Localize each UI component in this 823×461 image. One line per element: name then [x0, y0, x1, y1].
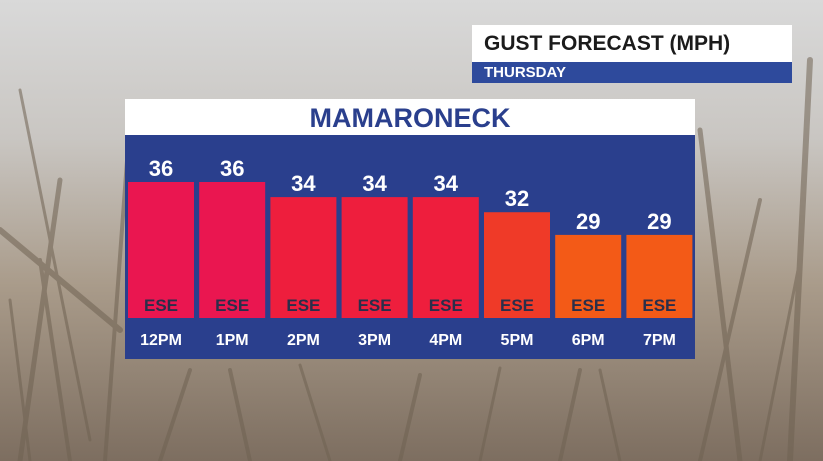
value-label: 36 — [220, 156, 244, 181]
time-tick-label: 4PM — [429, 332, 462, 349]
bar-12pm — [128, 182, 194, 318]
bar-1pm — [199, 182, 266, 318]
direction-label: ESE — [571, 296, 605, 315]
direction-label: ESE — [429, 296, 463, 315]
direction-label: ESE — [500, 296, 534, 315]
time-tick-label: 7PM — [643, 332, 676, 349]
bar-5pm — [484, 212, 550, 318]
direction-label: ESE — [358, 296, 392, 315]
bar-3pm — [341, 197, 408, 318]
bar-2pm — [270, 197, 337, 318]
bar-6pm — [555, 234, 622, 318]
gust-bar-chart: 36 ESE 12PM 36 ESE 1PM 34 ESE 2PM 34 ESE 3PM 34 ESE 4P… — [128, 156, 693, 349]
time-tick-label: 3PM — [358, 332, 391, 349]
direction-label: ESE — [642, 296, 676, 315]
time-tick-label: 12PM — [140, 332, 182, 349]
bar-7pm — [626, 234, 693, 318]
location-title: MAMARONECK — [125, 99, 695, 135]
direction-label: ESE — [286, 296, 320, 315]
time-tick-label: 6PM — [572, 332, 605, 349]
value-label: 36 — [149, 156, 173, 181]
value-label: 32 — [505, 186, 529, 211]
direction-label: ESE — [144, 296, 178, 315]
value-label: 34 — [362, 171, 387, 196]
forecast-title: GUST FORECAST (MPH) — [472, 25, 792, 62]
time-tick-label: 5PM — [501, 332, 534, 349]
chart-panel: MAMARONECK 36 ESE 12PM 36 ESE 1PM 34 ESE 2PM 34 ES… — [125, 99, 695, 359]
bar-4pm — [412, 197, 479, 318]
direction-label: ESE — [215, 296, 249, 315]
time-tick-label: 2PM — [287, 332, 320, 349]
time-tick-label: 1PM — [216, 332, 249, 349]
value-label: 29 — [647, 209, 671, 234]
value-label: 34 — [434, 171, 459, 196]
value-label: 34 — [291, 171, 316, 196]
value-label: 29 — [576, 209, 600, 234]
forecast-day: THURSDAY — [472, 62, 792, 83]
